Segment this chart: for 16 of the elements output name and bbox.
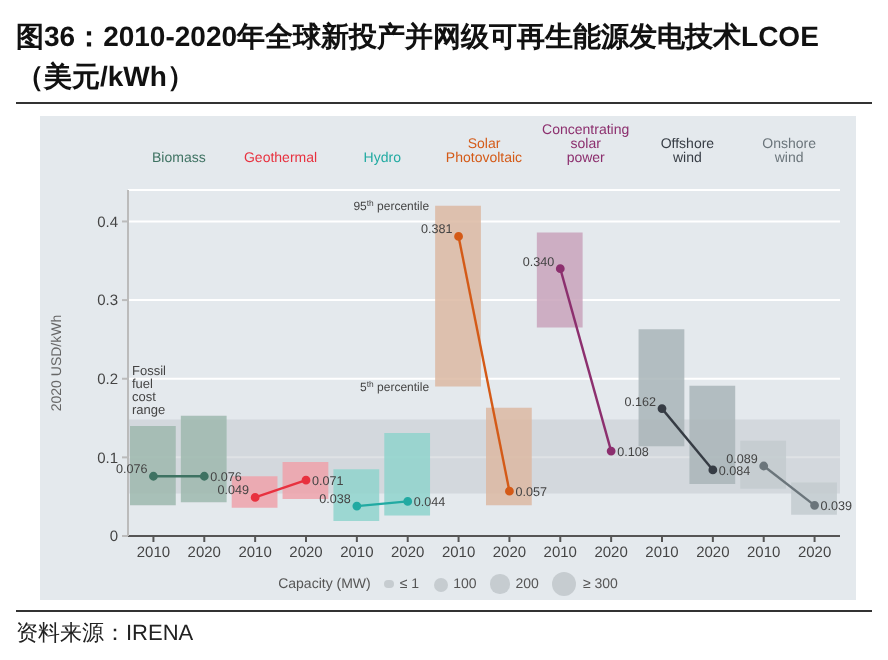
point: [403, 497, 413, 506]
point: [810, 500, 819, 510]
point: [149, 471, 158, 481]
point: [199, 471, 209, 481]
point: [657, 404, 667, 414]
text: 资料来源：IRENA: [16, 610, 872, 648]
point: [352, 501, 362, 511]
point: [250, 493, 260, 502]
point: [708, 465, 718, 475]
point: [606, 446, 616, 456]
chart-title: 图36：2010-2020年全球新投产并网级可再生能源发电技术LCOE（美元/kWh）: [16, 16, 872, 104]
point: [454, 232, 463, 241]
point: [759, 461, 769, 471]
point: [505, 486, 514, 496]
point: [555, 264, 565, 274]
point: [301, 475, 311, 485]
